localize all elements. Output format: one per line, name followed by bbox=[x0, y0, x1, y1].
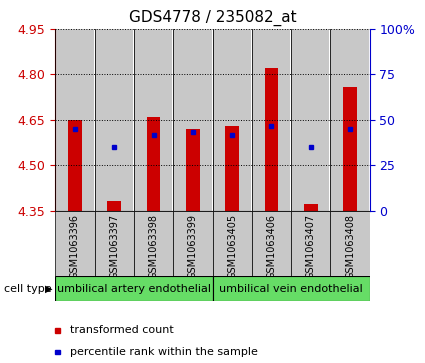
Text: GSM1063398: GSM1063398 bbox=[148, 214, 159, 279]
Text: GSM1063399: GSM1063399 bbox=[188, 214, 198, 279]
Bar bbox=[68, 120, 82, 211]
Bar bbox=[253, 29, 290, 211]
Bar bbox=[343, 86, 357, 211]
Bar bbox=[134, 211, 173, 276]
Bar bbox=[332, 29, 369, 211]
Text: GSM1063407: GSM1063407 bbox=[306, 214, 316, 279]
Text: cell type: cell type bbox=[4, 284, 52, 294]
Bar bbox=[304, 204, 317, 211]
Bar bbox=[94, 211, 134, 276]
Bar bbox=[186, 129, 200, 211]
Bar bbox=[174, 29, 212, 211]
Text: umbilical artery endothelial: umbilical artery endothelial bbox=[57, 284, 211, 294]
Text: GSM1063406: GSM1063406 bbox=[266, 214, 277, 279]
Bar bbox=[265, 68, 278, 211]
Title: GDS4778 / 235082_at: GDS4778 / 235082_at bbox=[129, 10, 296, 26]
Text: GSM1063396: GSM1063396 bbox=[70, 214, 80, 279]
Text: ▶: ▶ bbox=[45, 284, 52, 294]
Bar bbox=[331, 211, 370, 276]
Bar bbox=[55, 211, 94, 276]
Bar bbox=[135, 29, 172, 211]
Bar bbox=[56, 29, 94, 211]
Bar bbox=[96, 29, 133, 211]
Bar bbox=[55, 276, 212, 301]
Text: umbilical vein endothelial: umbilical vein endothelial bbox=[219, 284, 363, 294]
Text: GSM1063408: GSM1063408 bbox=[345, 214, 355, 279]
Bar bbox=[212, 211, 252, 276]
Text: GSM1063397: GSM1063397 bbox=[109, 214, 119, 279]
Text: transformed count: transformed count bbox=[70, 325, 174, 335]
Bar bbox=[213, 29, 251, 211]
Bar bbox=[252, 211, 291, 276]
Bar bbox=[147, 117, 160, 211]
Text: GSM1063405: GSM1063405 bbox=[227, 214, 237, 279]
Bar bbox=[212, 276, 370, 301]
Bar bbox=[108, 201, 121, 211]
Bar bbox=[225, 126, 239, 211]
Bar bbox=[292, 29, 329, 211]
Bar bbox=[291, 211, 331, 276]
Text: percentile rank within the sample: percentile rank within the sample bbox=[70, 347, 258, 357]
Bar bbox=[173, 211, 212, 276]
